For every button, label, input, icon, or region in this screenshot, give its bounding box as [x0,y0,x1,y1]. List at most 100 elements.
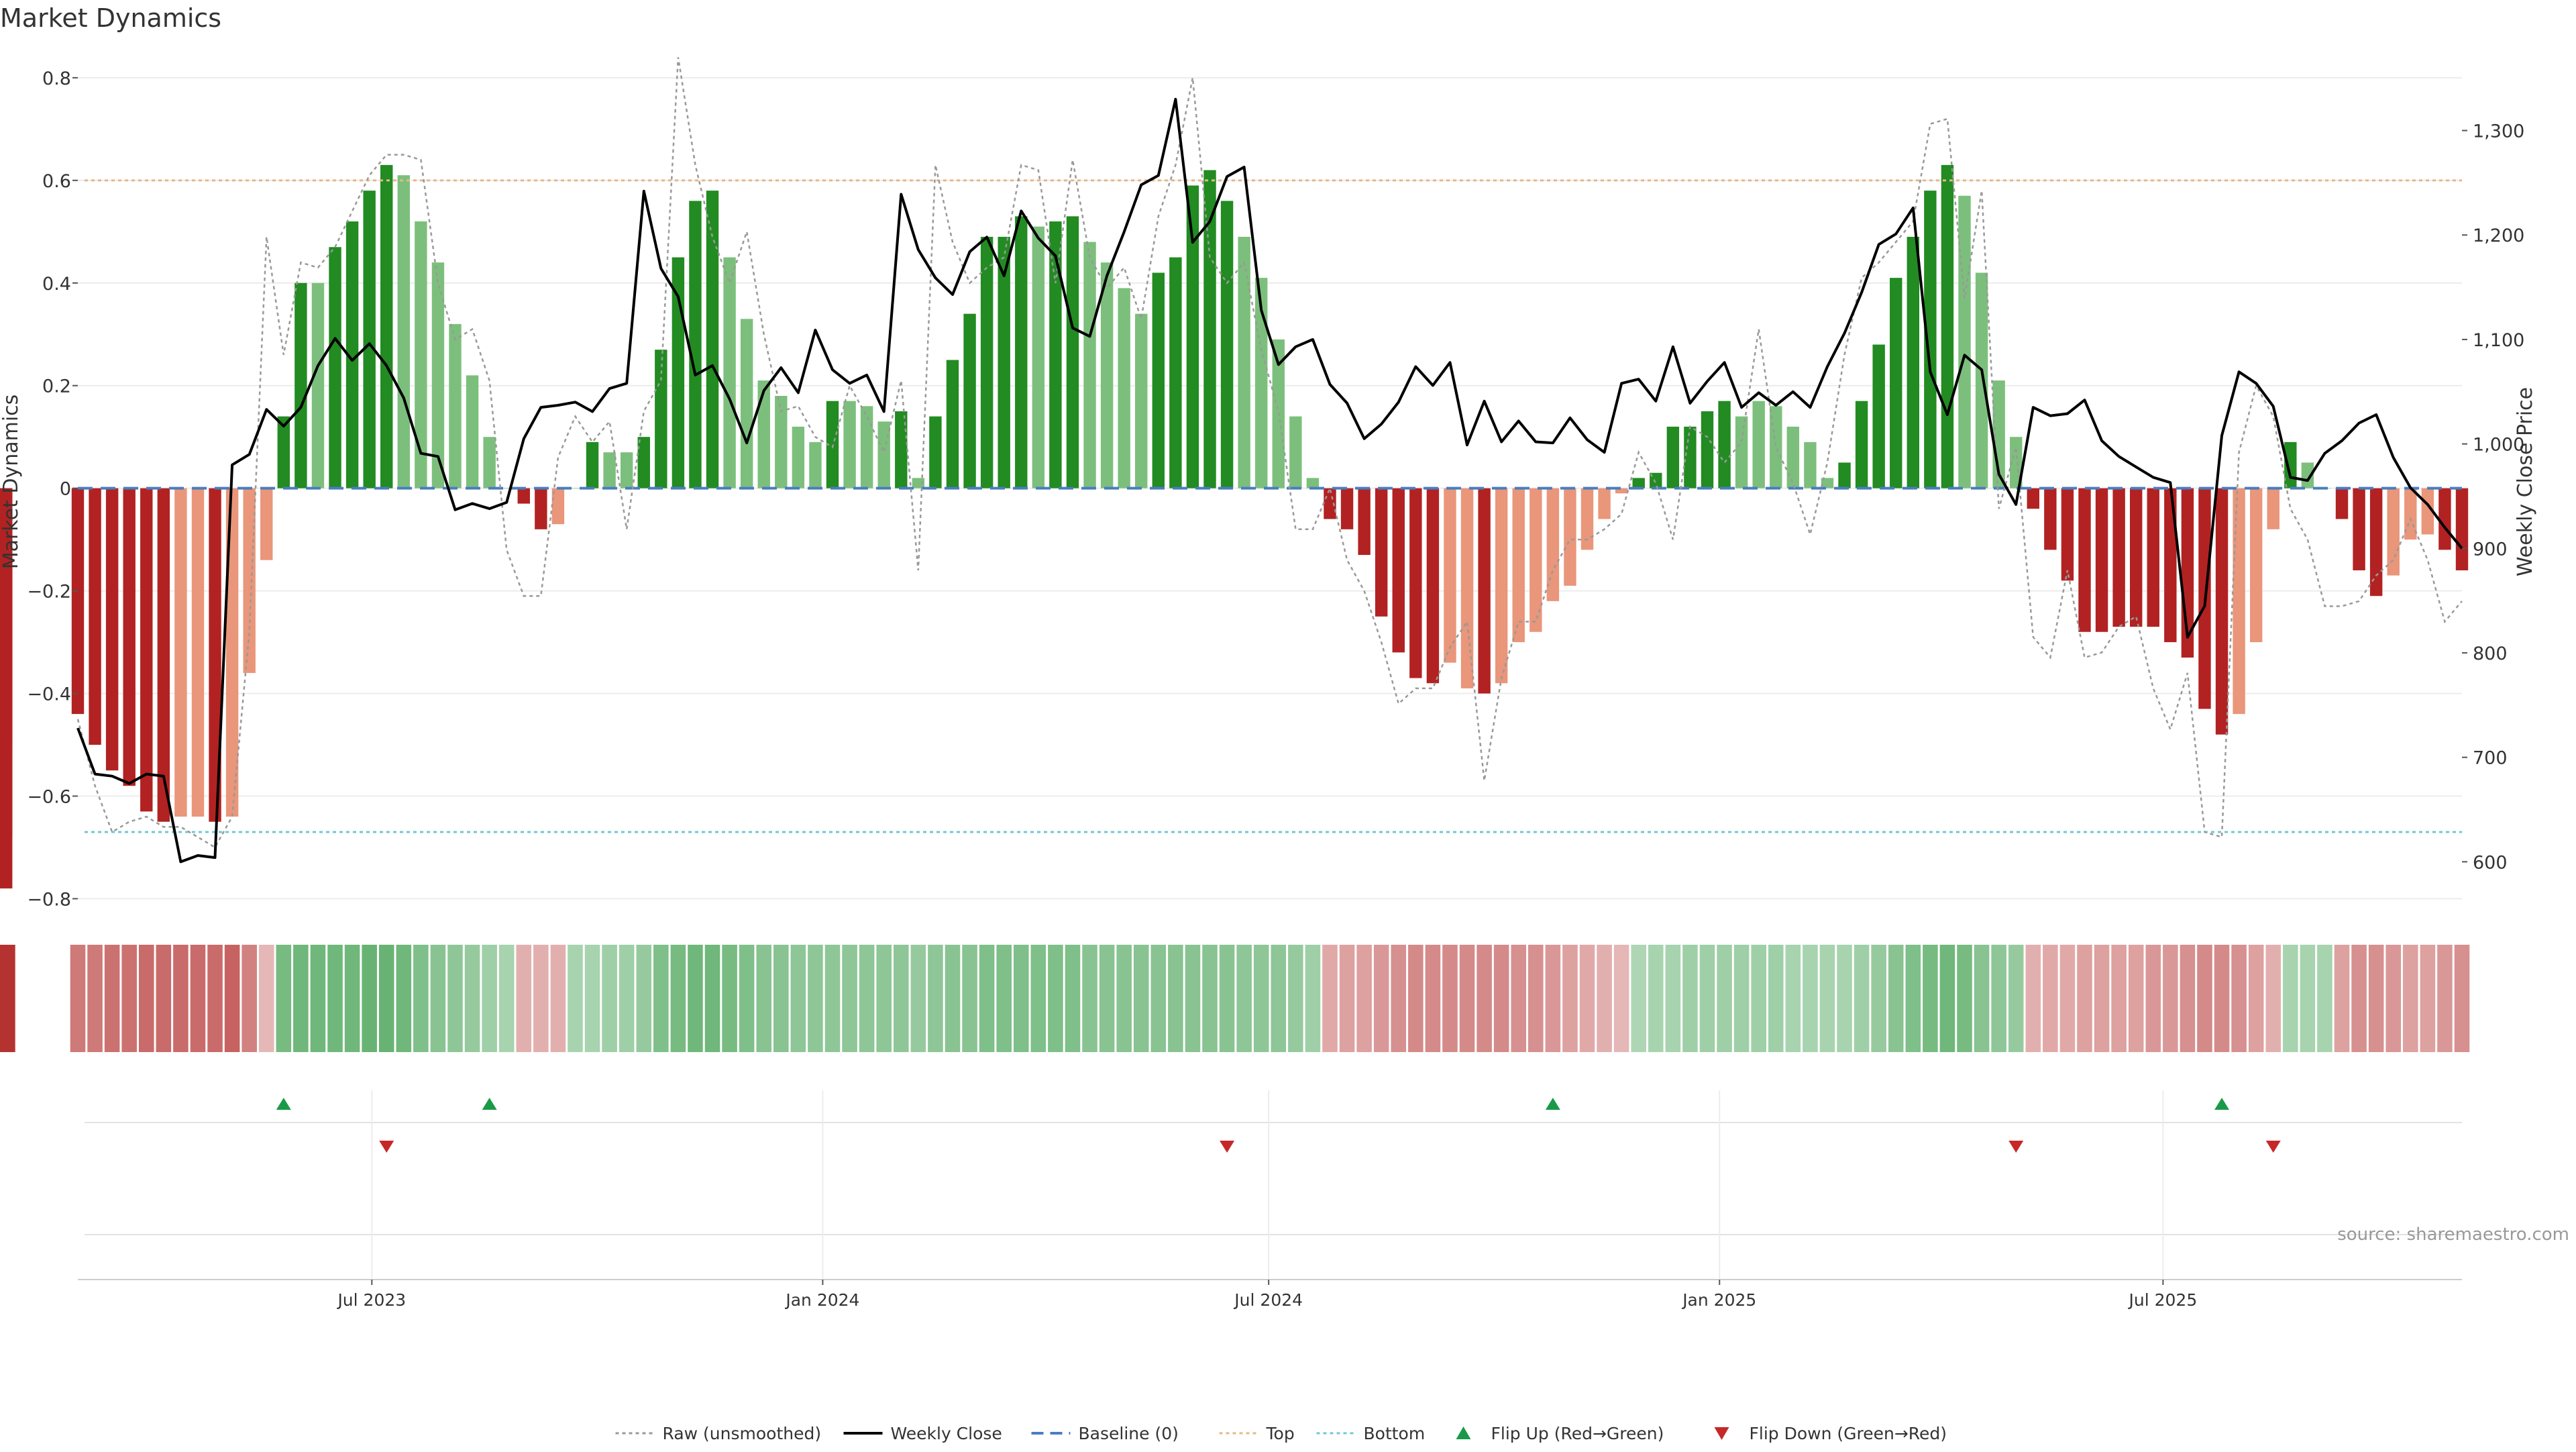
heat-cell [2231,945,2247,1052]
x-tick-label: Jul 2023 [336,1290,406,1310]
bar [1735,416,1748,488]
bar [980,236,994,488]
heat-cell [276,945,292,1052]
flip-up-marker [1545,1098,1560,1110]
flip-down-marker [2008,1141,2024,1153]
bar [71,488,85,715]
heat-cell [2059,945,2076,1052]
bar [1564,488,1576,586]
heat-cell [1733,945,1750,1052]
heat-cell [550,945,566,1052]
heat-cell [1322,945,1338,1052]
x-tick-label: Jul 2024 [1233,1290,1303,1310]
heat-cell [173,945,189,1052]
heat-cell [430,945,446,1052]
flip-markers [276,1098,2281,1153]
heat-cell [773,945,789,1052]
heat-cell [1168,945,1183,1052]
heat-cell [378,945,394,1052]
bar [1238,236,1250,488]
heat-cell [1356,945,1372,1052]
bar [1890,278,1902,488]
bar [895,411,908,488]
heat-cell [70,945,86,1052]
heat-cell [1133,945,1149,1052]
bar [1580,488,1594,550]
bar [1444,488,1456,663]
bar [2044,488,2057,550]
heat-cell [1305,945,1321,1052]
heat-cell [1613,945,1629,1052]
y-tick-label: 0 [60,479,71,500]
heat-cell [362,945,377,1052]
bar [1066,216,1079,488]
bar [1512,488,1525,643]
bar [89,488,101,745]
heat-cell [2111,945,2127,1052]
heat-cell [1391,945,1407,1052]
bar [1478,488,1491,694]
x-tick-label: Jan 2025 [1681,1290,1756,1310]
bar [535,488,547,529]
heat-cell [1991,945,2006,1052]
bar [946,360,959,488]
bar [775,396,788,488]
heat-cell [190,945,206,1052]
y-tick-label: 0.2 [42,376,71,397]
bar [860,406,873,488]
heat-cell [2025,945,2041,1052]
bar [329,247,341,488]
y-tick-label: 0.6 [42,171,71,192]
heat-cell [2248,945,2264,1052]
reference-lines [78,179,2462,833]
bar [2129,488,2143,627]
heat-cell [722,945,737,1052]
bar [1203,170,1216,488]
legend-item-bottom: Bottom [1316,1424,1425,1443]
bar [1924,191,1937,488]
heat-cell [2368,945,2384,1052]
heat-cell [602,945,617,1052]
heat-cell [2128,945,2144,1052]
bar [1598,488,1611,519]
heat-cell [1459,945,1475,1052]
bar [0,488,13,889]
heat-cell [1682,945,1698,1052]
source-note: source: sharemaestro.com [2337,1225,2569,1245]
bar [551,488,565,525]
bar [569,488,582,489]
heat-cell [1511,945,1527,1052]
heat-cell [1974,945,1990,1052]
heat-cell [756,945,772,1052]
bar [1340,488,1354,529]
bar [998,236,1010,488]
flip-up-marker [276,1098,291,1110]
heat-cell [2420,945,2436,1052]
legend-label: Flip Down (Green→Red) [1750,1424,1947,1443]
bar [1375,488,1388,617]
y-tick-label: −0.4 [27,684,71,705]
heat-cell [1837,945,1852,1052]
heat-cell [996,945,1012,1052]
heat-cell [1202,945,1218,1052]
heat-cell [688,945,703,1052]
y2-tick-label: 1,300 [2473,121,2524,142]
bar [1701,411,1714,488]
legend: Raw (unsmoothed) Weekly Close Baseline (0)… [615,1424,1947,1443]
heat-cell [396,945,412,1052]
bar [963,313,976,488]
bar [2387,488,2400,576]
bar [1821,478,1834,488]
legend-item-top: Top [1219,1424,1295,1443]
bar [620,452,633,488]
bar [2267,488,2279,529]
bar [1941,164,1954,488]
bar [260,488,273,560]
bar [1975,272,1988,488]
legend-item-baseline: Baseline (0) [1031,1424,1179,1443]
heat-cell [447,945,463,1052]
bar [809,442,822,488]
heat-cell [893,945,909,1052]
y-axis-label: Market Dynamics [0,395,23,570]
bar [1684,426,1697,488]
